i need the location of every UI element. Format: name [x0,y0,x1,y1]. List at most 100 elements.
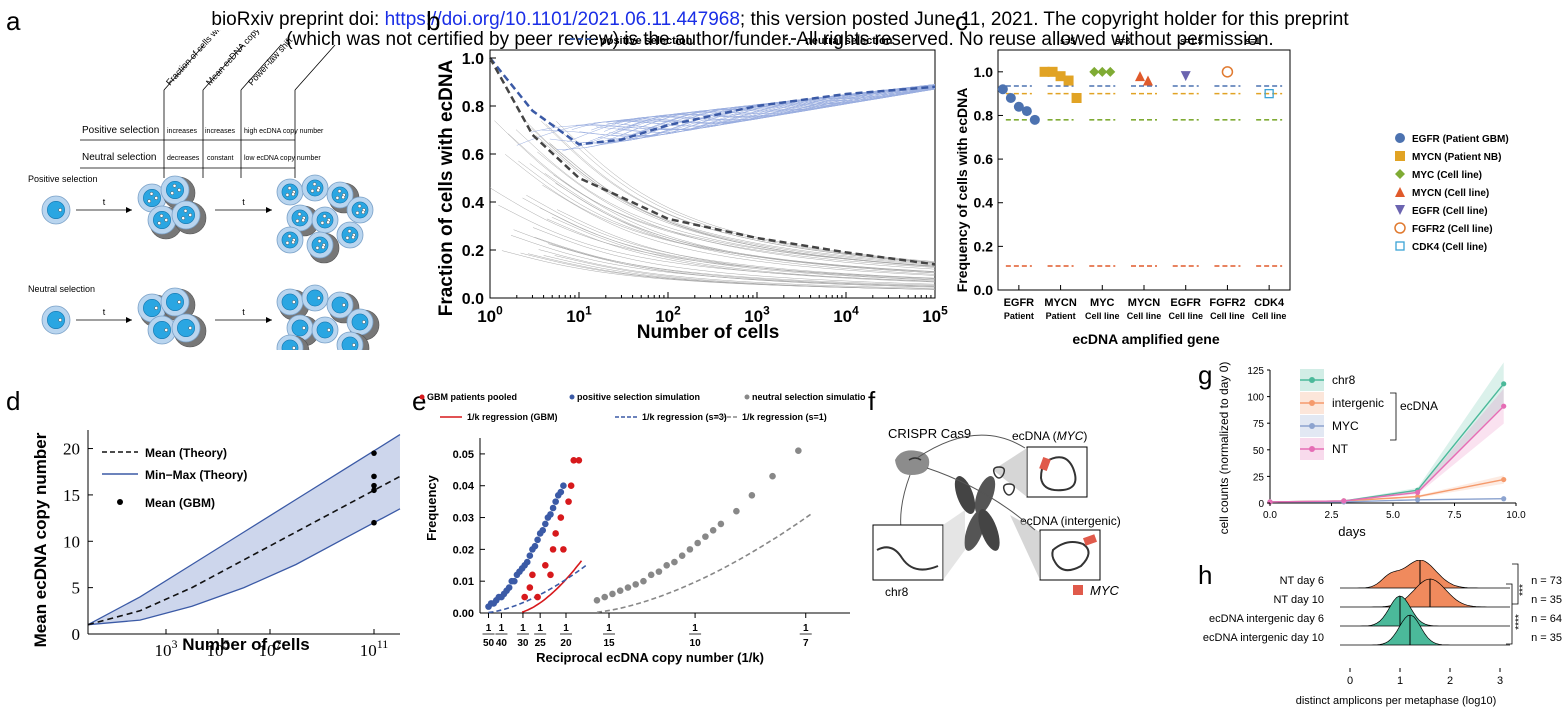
x-axis-label-d: Number of cells [182,635,310,654]
x-tick-den: 10 [690,638,702,649]
x-tick-num: 1 [499,623,505,634]
data-point-0 [549,546,557,553]
ecdna-dot-shape [181,216,186,220]
simulation-trace [551,216,936,282]
minmax-line [87,434,401,626]
arrow-head-shape [266,207,272,213]
y-tick-label: 20 [63,440,80,459]
nucleus-shape [281,293,299,311]
x-tick-label: 3 [1497,675,1503,687]
minmax-band [88,434,400,625]
n-label-1: n = 35 [1531,594,1562,606]
ecdna-dot-shape [147,199,152,203]
x-tick-label: 104 [833,303,859,326]
simulation-trace-positive [624,88,936,130]
x-tick-den: 15 [603,638,615,649]
doi-link[interactable]: https://doi.org/10.1101/2021.06.11.44796… [384,9,740,30]
arrow-label: t [242,307,245,317]
marker-triangle [1135,71,1145,82]
y-tick-label: 5 [72,579,81,598]
simulation-trace [526,194,936,279]
ecdna-dot-shape [164,218,168,222]
gbm-mean-point [371,473,377,480]
nucleus-shape [153,211,171,229]
ecdna-myc-label: ecDNA (MYC) [1012,429,1087,443]
legend-point [1309,400,1315,406]
data-point-2 [769,472,776,480]
marker-circle [1021,106,1032,117]
data-point-1 [549,504,557,512]
legend-label: 1/k regression (s=1) [742,412,827,422]
x-tick-label: 0.0 [1263,510,1277,521]
nucleus-shape [281,183,299,201]
ridge-0 [1340,560,1510,589]
ecdna-dot-shape [326,220,330,225]
nucleus-shape [47,201,65,219]
series-line-positive [489,57,936,146]
data-point-2 [795,447,802,455]
data-point-2 [593,596,601,604]
x-tick-label: 100 [477,303,503,326]
data-point-0 [552,530,559,537]
chr8-box [872,524,944,581]
series-point-3 [1415,489,1421,495]
y-tick-label: 0.4 [974,195,994,211]
panel-label-f: f [868,386,876,416]
ecdna-dot-shape [170,191,175,195]
marker-circle [1029,114,1040,125]
legend-point [1309,377,1315,383]
x-tick-label: 105 [207,637,230,660]
x-tick-num: 1 [692,623,698,634]
arrow-head-shape [126,317,132,323]
nucleus-shape [351,313,369,331]
x-tick-den: 25 [535,638,547,649]
data-point-0 [526,584,534,591]
s-value-label: s=3 [1115,36,1130,46]
marker-square [1395,151,1405,161]
series-line-neutral [488,57,936,266]
x-tick-label: 102 [655,303,681,326]
y-axis-label-e: Frequency [424,474,439,541]
x-tick-sublabel: Cell line [1085,311,1120,321]
plot-frame [997,49,1291,291]
data-point-1 [523,558,531,566]
legend-entry: EGFR (Patient GBM) [1412,134,1509,145]
x-tick-label: 1011 [360,637,389,660]
y-tick-label: 0 [72,625,81,644]
data-point-1 [547,511,554,518]
ecdna-dot-shape [295,219,300,223]
ecdna-bracket-label: ecDNA [1400,399,1438,413]
n-label-2: n = 64 [1531,613,1562,625]
legend-mean-label: Mean (Theory) [145,446,227,460]
sig-bracket-2 [1506,583,1513,645]
legend-label: neutral selection simulation [752,392,865,402]
minmax-line [87,508,401,626]
ecdna-dot-shape [188,326,192,330]
simulation-trace-positive [627,84,936,138]
data-point-0 [542,561,549,569]
regression-gbm-line [521,560,583,613]
cell-0-1: increases [205,128,235,135]
simulation-trace [553,174,936,274]
data-point-2 [655,568,663,575]
y-tick-label: 0.0 [974,282,994,298]
ecdna-dot-shape [355,211,360,215]
ribbon-0 [1270,362,1504,503]
legend-entry: EGFR (Cell line) [1412,206,1488,217]
arrow-label: t [103,307,106,317]
panel-label-d: d [6,386,21,416]
marker-square [1039,66,1050,77]
ecdna-dot-shape [291,192,295,197]
simulation-trace [542,184,936,276]
simulation-trace [513,229,936,286]
ecdna-dot-shape [361,210,365,215]
ecdna-dot-shape [154,196,158,200]
ecdna-dot-shape [164,328,168,332]
ecdna-dot-shape [315,246,320,250]
simulation-trace [531,128,936,266]
x-tick-label: 103 [744,303,770,326]
x-tick-label: 0 [1347,675,1353,687]
x-tick-label: 105 [922,303,948,326]
data-point-0 [521,593,528,601]
ridge-1 [1340,578,1510,608]
